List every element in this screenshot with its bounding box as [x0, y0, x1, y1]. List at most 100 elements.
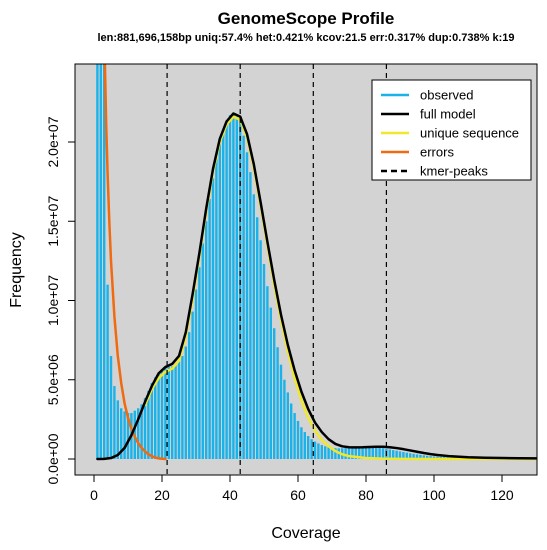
observed-bar — [395, 450, 398, 459]
observed-bar — [154, 377, 157, 459]
observed-bar — [225, 121, 228, 459]
observed-bar — [375, 447, 378, 459]
observed-bar — [116, 400, 119, 459]
observed-bar — [232, 113, 235, 459]
observed-bar — [96, 64, 99, 459]
observed-bar — [368, 446, 371, 459]
observed-bar — [174, 364, 177, 459]
observed-bar — [157, 372, 160, 459]
observed-bar — [205, 221, 208, 459]
legend-label: observed — [420, 88, 473, 103]
observed-bar — [279, 364, 283, 459]
observed-bar — [222, 130, 225, 459]
observed-bar — [201, 243, 204, 459]
observed-bar — [286, 392, 289, 459]
observed-bar — [327, 447, 330, 459]
observed-bar — [147, 390, 150, 459]
observed-bar — [269, 307, 272, 459]
observed-bar — [300, 427, 303, 459]
observed-bar — [307, 436, 310, 459]
observed-bar — [249, 172, 252, 459]
x-tick-label: 20 — [154, 487, 170, 503]
observed-bar — [211, 178, 215, 459]
observed-bar — [432, 456, 436, 459]
observed-bar — [262, 264, 266, 459]
observed-bar — [310, 439, 313, 459]
observed-bar — [109, 355, 113, 459]
x-tick-label: 80 — [358, 487, 374, 503]
observed-bar — [215, 159, 218, 459]
observed-bar — [106, 284, 109, 459]
observed-bar — [415, 454, 419, 459]
observed-bar — [99, 64, 102, 459]
observed-bar — [351, 447, 354, 459]
observed-bar — [354, 446, 357, 459]
observed-bar — [398, 451, 402, 459]
observed-bar — [296, 420, 300, 459]
observed-bar — [344, 447, 347, 459]
observed-bar — [150, 382, 153, 459]
observed-bar — [191, 311, 194, 459]
observed-bar — [419, 454, 422, 459]
observed-bar — [184, 346, 187, 459]
legend-box — [371, 79, 532, 181]
observed-bar — [409, 453, 412, 459]
observed-bar — [313, 441, 317, 459]
observed-bar — [245, 152, 249, 460]
observed-bar — [381, 448, 385, 459]
observed-bar — [140, 404, 143, 459]
observed-bar — [171, 366, 174, 459]
observed-bar — [188, 332, 191, 459]
observed-bar — [276, 347, 279, 459]
full-model-line — [96, 112, 537, 461]
observed-bar — [120, 408, 123, 459]
observed-bar — [388, 449, 391, 459]
x-tick-label: 0 — [90, 487, 98, 503]
observed-bar — [242, 135, 245, 459]
observed-bar — [317, 443, 320, 459]
observed-bar — [283, 379, 286, 459]
observed-bar — [324, 446, 327, 459]
observed-bar — [303, 432, 306, 459]
observed-bar — [259, 240, 262, 459]
legend-label: full model — [420, 107, 476, 122]
observed-bar — [378, 447, 381, 459]
x-tick-label: 120 — [490, 487, 514, 503]
observed-bar — [252, 194, 255, 459]
observed-bar — [405, 452, 408, 459]
y-tick-label: 5.0e+06 — [45, 354, 61, 405]
observed-bar — [402, 452, 405, 459]
y-axis-label: Frequency — [8, 232, 25, 308]
observed-bar — [273, 328, 276, 459]
y-tick-label: 1.0e+07 — [45, 275, 61, 326]
observed-bar — [422, 455, 425, 459]
observed-bar — [181, 355, 184, 459]
observed-bar — [177, 361, 181, 459]
observed-bars — [96, 64, 537, 460]
observed-bar — [143, 397, 147, 459]
observed-bar — [347, 447, 351, 459]
observed-bar — [228, 115, 232, 459]
observed-bar — [160, 369, 164, 459]
observed-bar — [429, 456, 432, 459]
observed-bar — [256, 217, 259, 459]
observed-bar — [126, 413, 130, 459]
observed-bar — [392, 450, 395, 459]
chart-subtitle: len:881,696,158bp uniq:57.4% het:0.421% … — [98, 32, 515, 44]
observed-bar — [137, 408, 140, 459]
legend-label: unique sequence — [420, 126, 519, 141]
observed-bar — [208, 199, 211, 459]
observed-bar — [293, 413, 296, 459]
observed-bar — [426, 455, 429, 459]
legend: observed full model unique sequence errors k… — [371, 79, 532, 181]
y-tick-label: 0.0e+00 — [45, 433, 61, 484]
observed-bar — [290, 403, 293, 459]
y-axis: 0.0e+00 5.0e+06 1.0e+07 1.5e+07 2.0e+07 — [45, 116, 76, 485]
x-tick-label: 100 — [422, 487, 446, 503]
kmer-peak-lines — [166, 64, 387, 475]
observed-bar — [371, 446, 374, 459]
observed-bar — [123, 411, 126, 459]
legend-label: errors — [420, 145, 454, 160]
observed-bar — [266, 286, 269, 459]
